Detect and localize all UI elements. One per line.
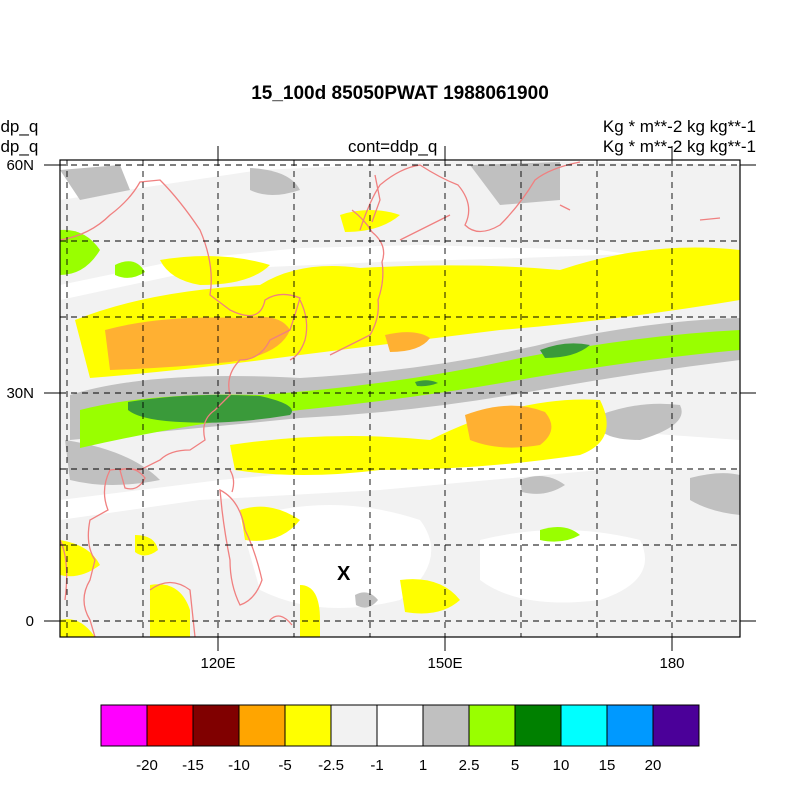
colorbar-label: -20 xyxy=(136,757,158,774)
coastline-taiwan xyxy=(229,469,235,493)
colorbar-label: -1 xyxy=(370,757,384,774)
coastline-kuril xyxy=(399,214,451,241)
x-tick-180: 180 xyxy=(659,655,685,672)
coastline-borneo xyxy=(149,581,196,637)
colorbar-label: -5 xyxy=(278,757,292,774)
colorbar-label: 10 xyxy=(552,757,570,774)
right-label-2: Kg * m**-2 kg kg**-1 xyxy=(602,137,756,156)
left-label-2: ddp_q xyxy=(0,137,39,156)
band-orange-china xyxy=(105,316,290,370)
coastline-japan xyxy=(329,209,385,356)
x-marker: X xyxy=(337,563,351,585)
x-tick-150e: 150E xyxy=(427,655,463,672)
colorbar-label: 15 xyxy=(598,757,616,774)
y-tick-60n: 60N xyxy=(6,157,34,174)
colorbar-swatch-7 xyxy=(422,704,470,747)
band-green-front xyxy=(80,330,740,448)
colorbar-label: 1 xyxy=(418,757,428,774)
coastline-ng xyxy=(60,539,68,601)
colorbar-swatch-8 xyxy=(468,704,516,747)
colorbar-swatch-11 xyxy=(606,704,654,747)
x-tick-120e: 120E xyxy=(200,655,236,672)
colorbar-label: -2.5 xyxy=(318,757,344,774)
graticule xyxy=(60,160,740,637)
right-label-1: Kg * m**-2 kg kg**-1 xyxy=(602,117,756,136)
coastline-layer xyxy=(60,161,721,637)
center-label: cont=ddp_q xyxy=(348,137,438,156)
coastline-asia xyxy=(60,179,301,637)
y-tick-30n: 30N xyxy=(6,385,34,402)
colorbar-swatch-4 xyxy=(284,704,332,747)
colorbar-swatch-6 xyxy=(376,704,424,747)
colorbar-swatch-12 xyxy=(652,704,700,747)
band-gray-northwest xyxy=(60,165,130,200)
coastline-philippines xyxy=(219,488,263,606)
colorbar-swatch-9 xyxy=(514,704,562,747)
plot-title: 15_100d 85050PWAT 1988061900 xyxy=(251,83,549,104)
coastline-korea xyxy=(289,299,308,361)
colorbar-swatch-3 xyxy=(238,704,286,747)
colorbar-label: 5 xyxy=(510,757,520,774)
axis-ticks xyxy=(44,146,756,651)
colorbar-swatch-10 xyxy=(560,704,608,747)
colorbar-swatch-5 xyxy=(330,704,378,747)
map-frame xyxy=(59,159,741,638)
colorbar-label: -10 xyxy=(228,757,250,774)
coastline-siberia xyxy=(359,161,581,233)
coastline-sakhalin xyxy=(371,174,381,223)
colorbar-swatch-1 xyxy=(146,704,194,747)
colorbar-label: 2.5 xyxy=(458,757,480,774)
band-darkgreen xyxy=(128,394,292,423)
left-label-1: ddp_q xyxy=(0,117,39,136)
colorbar-swatch-2 xyxy=(192,704,240,747)
coastline-sulawesi xyxy=(269,615,293,626)
y-tick-0: 0 xyxy=(25,613,34,630)
colorbar-label: -15 xyxy=(182,757,204,774)
band-lightgray-north xyxy=(60,160,740,285)
colorbar-label: 20 xyxy=(644,757,662,774)
colorbar-swatch-0 xyxy=(100,704,148,747)
